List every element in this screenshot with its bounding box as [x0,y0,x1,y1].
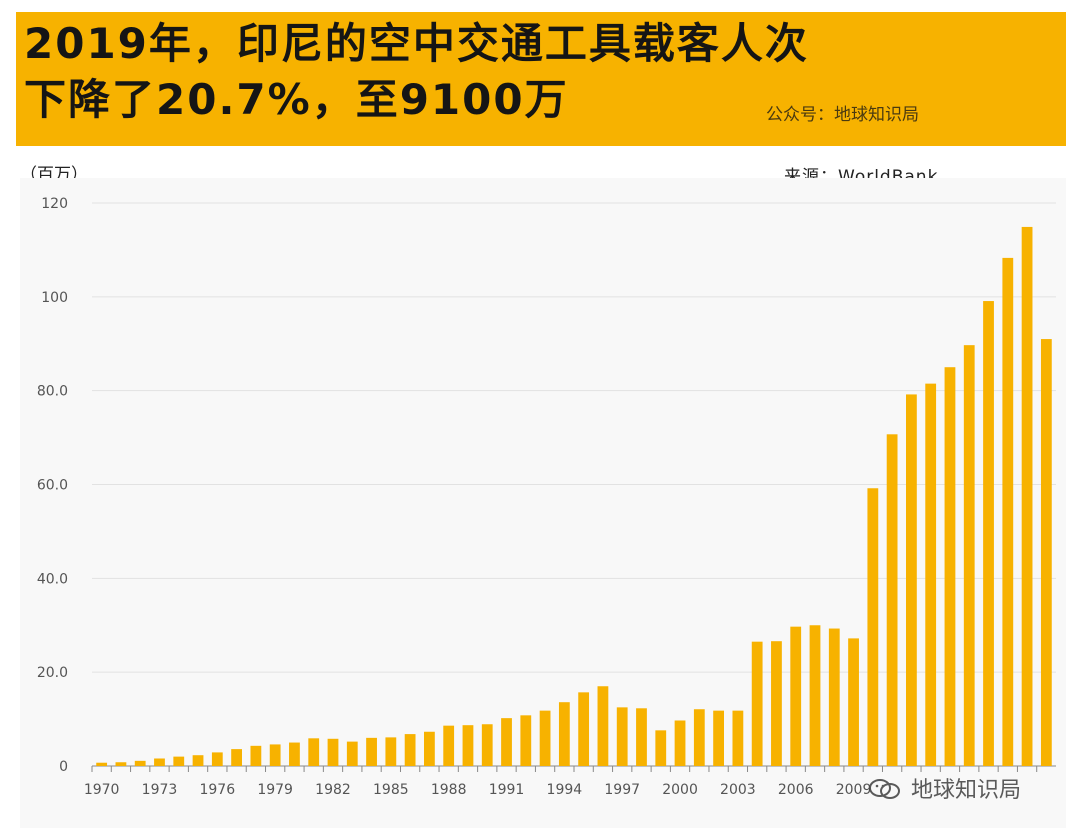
bar [771,641,782,766]
bar [1040,339,1052,766]
title-line-1: 2019年，印尼的空中交通工具载客人次 [24,19,809,68]
bar [983,301,994,766]
bar [1021,226,1033,767]
y-tick-label: 40.0 [37,571,68,587]
bar [250,745,262,766]
x-tick-label: 1985 [373,782,409,798]
bar [96,762,108,766]
bar [867,488,879,766]
bar [385,737,397,766]
bar [636,708,647,766]
bar [848,638,859,766]
bar [1002,257,1014,766]
x-tick-label: 2003 [720,782,756,798]
account-label: 公众号：地球知识局 [766,105,919,125]
bar [539,710,551,766]
bar [693,709,705,766]
x-tick-label: 1973 [142,782,178,798]
bar [520,715,532,766]
x-tick-label: 1976 [199,782,235,798]
watermark: 地球知识局 [868,772,1021,804]
bar [944,367,956,766]
bar [616,707,628,766]
title-banner [16,12,1066,146]
bar [674,720,686,766]
x-tick-label: 2009 [836,782,872,798]
title-line-2: 下降了20.7%，至9100万 [24,75,569,124]
bar [751,641,763,766]
bar [462,725,474,766]
bar [289,742,300,766]
bar [327,738,339,766]
bar [906,394,917,766]
bar [346,741,358,766]
bar [404,734,416,766]
y-tick-label: 80.0 [37,384,68,400]
bar [713,710,724,766]
watermark-text: 地球知识局 [911,778,1022,803]
y-tick-label: 60.0 [37,478,68,494]
bar [828,628,840,766]
bar [134,760,146,766]
y-tick-label: 100 [41,290,68,306]
chart-title: 2019年，印尼的空中交通工具载客人次 下降了20.7%，至9100万 [24,16,924,128]
bar [308,738,320,766]
y-tick-label: 0 [59,759,68,775]
bar [366,737,377,766]
x-tick-label: 2000 [662,782,698,798]
bar [424,731,435,766]
x-tick-label: 2006 [778,782,814,798]
bar [886,434,898,766]
bar [211,752,223,766]
bar [443,725,455,766]
x-tick-label: 1994 [547,782,583,798]
bar [809,625,821,766]
x-tick-label: 1970 [84,782,120,798]
bar [231,749,242,766]
bar [481,724,493,766]
bar [154,758,165,766]
bar [732,710,744,766]
x-tick-label: 1997 [604,782,640,798]
bar [597,686,609,766]
bar [115,762,127,766]
y-tick-label: 120 [41,196,68,212]
bar [558,702,570,766]
x-tick-label: 1988 [431,782,467,798]
bar [925,383,937,766]
x-tick-label: 1979 [257,782,293,798]
bar [963,345,975,766]
bar [790,626,802,766]
x-tick-label: 1982 [315,782,351,798]
wechat-icon [868,778,902,800]
bar [269,744,281,766]
x-tick-label: 1991 [489,782,525,798]
bar [173,756,185,766]
y-tick-label: 20.0 [37,665,68,681]
bar [501,718,512,766]
bar [192,755,204,766]
bar [655,730,667,766]
bar [578,692,590,766]
